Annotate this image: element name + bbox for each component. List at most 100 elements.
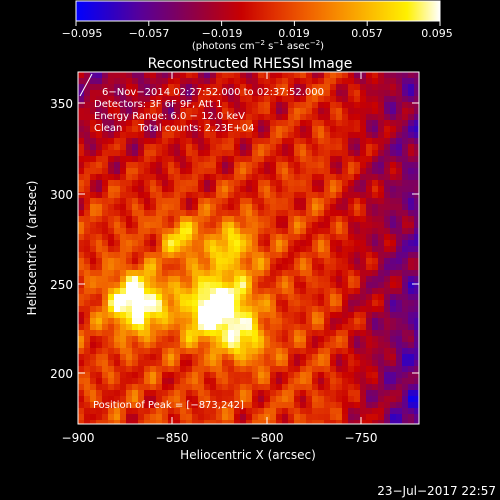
image-pixel xyxy=(360,114,366,120)
image-pixel xyxy=(96,384,102,390)
image-pixel xyxy=(372,162,378,168)
image-pixel xyxy=(282,96,288,102)
image-pixel xyxy=(312,192,318,198)
image-pixel xyxy=(270,354,276,360)
image-pixel xyxy=(96,342,102,348)
image-pixel xyxy=(90,288,96,294)
image-pixel xyxy=(198,138,204,144)
image-pixel xyxy=(366,144,372,150)
image-pixel xyxy=(126,384,132,390)
image-pixel xyxy=(192,414,198,420)
image-pixel xyxy=(318,102,324,108)
image-pixel xyxy=(348,72,354,78)
image-pixel xyxy=(132,294,138,300)
image-pixel xyxy=(198,156,204,162)
image-pixel xyxy=(306,108,312,114)
image-pixel xyxy=(402,318,408,324)
image-pixel xyxy=(186,354,192,360)
image-pixel xyxy=(228,252,234,258)
image-pixel xyxy=(126,186,132,192)
image-pixel xyxy=(222,288,228,294)
image-pixel xyxy=(108,318,114,324)
image-pixel xyxy=(312,324,318,330)
image-pixel xyxy=(174,216,180,222)
image-pixel xyxy=(324,276,330,282)
image-pixel xyxy=(84,330,90,336)
image-pixel xyxy=(240,156,246,162)
image-pixel xyxy=(360,306,366,312)
image-pixel xyxy=(294,336,300,342)
image-pixel xyxy=(324,144,330,150)
image-pixel xyxy=(234,384,240,390)
image-pixel xyxy=(348,246,354,252)
image-pixel xyxy=(186,90,192,96)
image-pixel xyxy=(384,276,390,282)
image-pixel xyxy=(360,420,366,424)
image-pixel xyxy=(132,360,138,366)
image-pixel xyxy=(240,84,246,90)
image-pixel xyxy=(336,108,342,114)
image-pixel xyxy=(168,390,174,396)
image-pixel xyxy=(102,300,108,306)
image-pixel xyxy=(78,102,84,108)
image-pixel xyxy=(228,78,234,84)
image-pixel xyxy=(372,114,378,120)
image-pixel xyxy=(414,222,419,228)
image-pixel xyxy=(336,354,342,360)
image-pixel xyxy=(360,378,366,384)
image-pixel xyxy=(84,396,90,402)
image-pixel xyxy=(96,414,102,420)
image-pixel xyxy=(78,84,84,90)
image-pixel xyxy=(222,324,228,330)
image-pixel xyxy=(150,270,156,276)
image-pixel xyxy=(138,192,144,198)
image-pixel xyxy=(360,138,366,144)
image-pixel xyxy=(306,378,312,384)
image-pixel xyxy=(372,300,378,306)
image-pixel xyxy=(144,180,150,186)
image-pixel xyxy=(396,144,402,150)
image-pixel xyxy=(168,108,174,114)
image-pixel xyxy=(210,252,216,258)
image-pixel xyxy=(108,90,114,96)
image-pixel xyxy=(144,288,150,294)
image-pixel xyxy=(318,408,324,414)
image-pixel xyxy=(360,300,366,306)
image-pixel xyxy=(396,78,402,84)
image-pixel xyxy=(78,138,84,144)
image-pixel xyxy=(84,234,90,240)
image-pixel xyxy=(210,408,216,414)
image-pixel xyxy=(180,84,186,90)
image-pixel xyxy=(324,192,330,198)
image-pixel xyxy=(300,390,306,396)
image-pixel xyxy=(234,186,240,192)
image-pixel xyxy=(108,342,114,348)
image-pixel xyxy=(234,300,240,306)
image-pixel xyxy=(300,318,306,324)
image-pixel xyxy=(282,342,288,348)
image-pixel xyxy=(264,192,270,198)
image-pixel xyxy=(372,210,378,216)
image-pixel xyxy=(234,198,240,204)
image-pixel xyxy=(78,90,84,96)
image-pixel xyxy=(258,294,264,300)
image-pixel xyxy=(348,138,354,144)
image-pixel xyxy=(120,222,126,228)
image-pixel xyxy=(264,198,270,204)
image-pixel xyxy=(186,180,192,186)
image-pixel xyxy=(348,408,354,414)
image-pixel xyxy=(300,180,306,186)
image-pixel xyxy=(318,138,324,144)
image-pixel xyxy=(390,390,396,396)
image-pixel xyxy=(378,420,384,424)
image-pixel xyxy=(384,240,390,246)
image-pixel xyxy=(318,126,324,132)
image-pixel xyxy=(114,258,120,264)
image-pixel xyxy=(348,390,354,396)
image-pixel xyxy=(246,204,252,210)
image-pixel xyxy=(318,306,324,312)
image-pixel xyxy=(348,126,354,132)
image-pixel xyxy=(330,270,336,276)
image-pixel xyxy=(414,78,419,84)
image-pixel xyxy=(264,222,270,228)
